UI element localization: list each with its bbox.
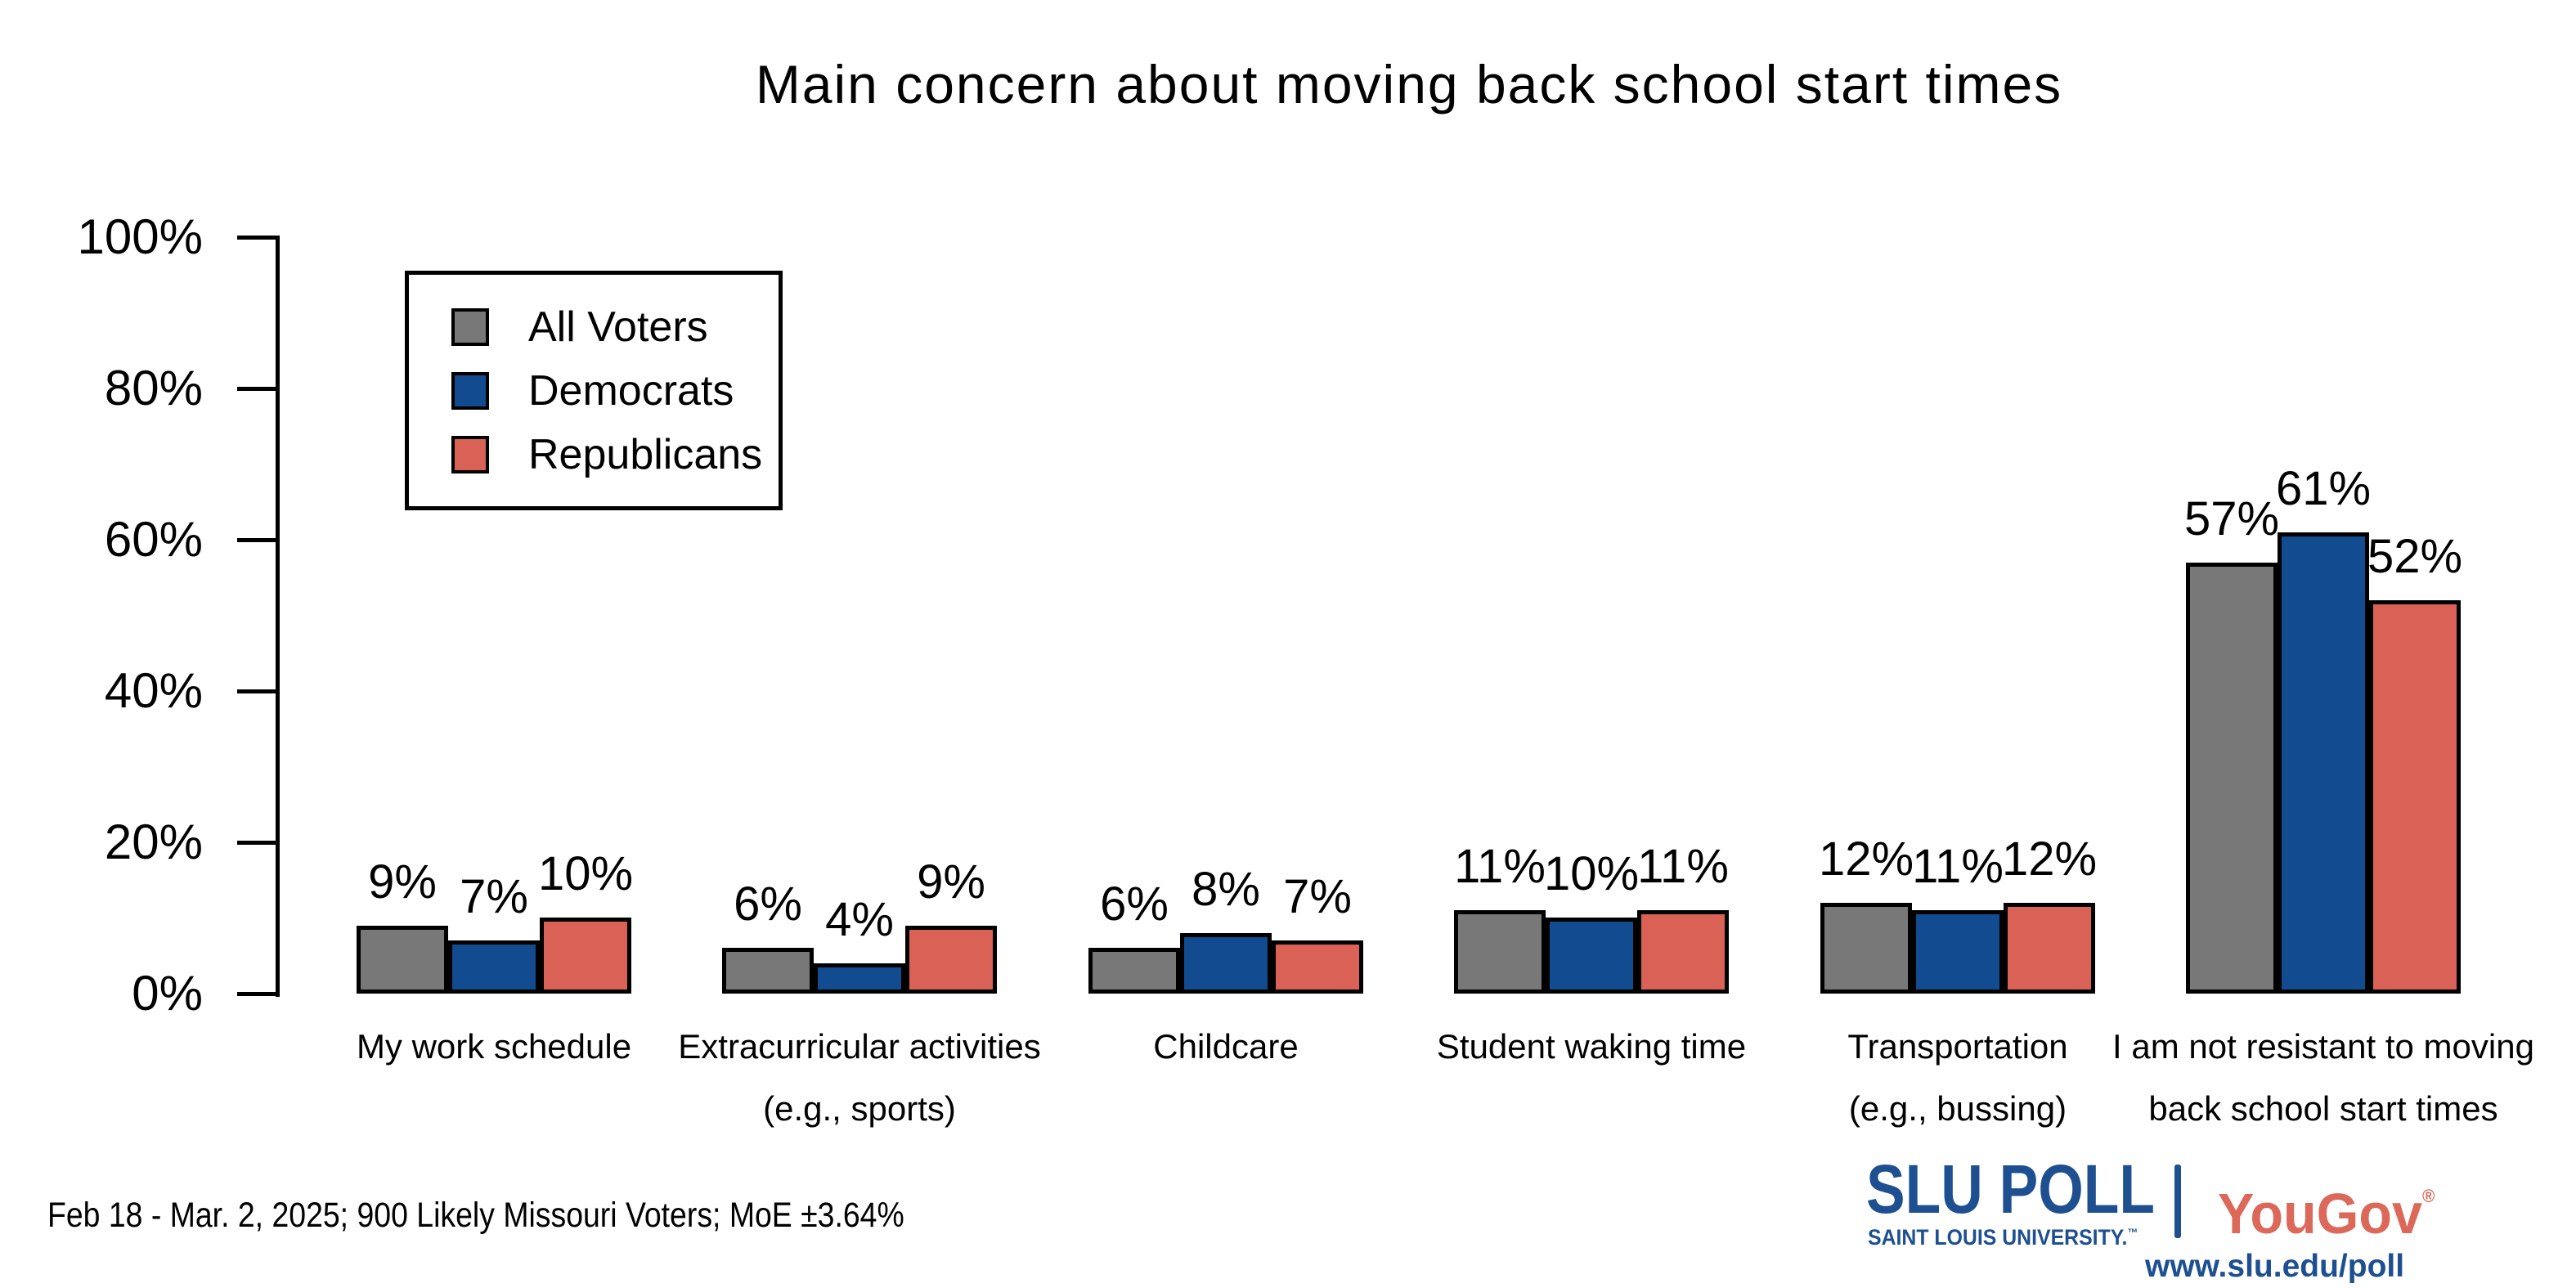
bar-republicans-i-am-not-resistant-to-moving [2369, 600, 2461, 994]
bar-all-voters-transportation [1820, 903, 1912, 994]
y-axis-tick-60 [237, 538, 276, 542]
bar-democrats-my-work-schedule [448, 940, 540, 994]
category-label-childcare-line1: Childcare [1153, 1027, 1299, 1066]
y-axis-tick-label-20: 20% [104, 815, 203, 869]
category-label-extracurricular-activities-line2: (e.g., sports) [763, 1089, 956, 1128]
y-axis-tick-label-100: 100% [77, 209, 203, 264]
y-axis-tick-label-60: 60% [104, 512, 203, 567]
bar-value-label-all-voters-transportation: 12% [1818, 832, 1914, 886]
slu-poll-logo: SLU POLL [1866, 1155, 2155, 1223]
legend-item-all-voters: All Voters [451, 306, 779, 348]
bar-value-label-democrats-my-work-schedule: 7% [460, 870, 528, 923]
bar-value-label-all-voters-my-work-schedule: 9% [368, 855, 437, 909]
y-axis-tick-40 [237, 689, 276, 693]
bar-value-label-democrats-extracurricular-activities: 4% [825, 893, 894, 946]
bar-all-voters-my-work-schedule [357, 926, 448, 994]
bar-value-label-republicans-my-work-schedule: 10% [537, 847, 634, 900]
poll-wordmark: POLL [1999, 1151, 2156, 1227]
legend: All Voters Democrats Republicans [405, 271, 783, 510]
bar-all-voters-childcare [1088, 948, 1180, 994]
legend-item-democrats: Democrats [451, 370, 779, 412]
bar-value-label-democrats-student-waking-time: 10% [1543, 847, 1640, 900]
category-label-extracurricular-activities-line1: Extracurricular activities [678, 1027, 1041, 1066]
category-label-i-am-not-resistant-to-moving-line1: I am not resistant to moving [2112, 1027, 2534, 1066]
bar-value-label-republicans-student-waking-time: 11% [1637, 840, 1729, 893]
bar-democrats-childcare [1180, 933, 1272, 994]
bar-all-voters-extracurricular-activities [722, 948, 814, 994]
bar-democrats-i-am-not-resistant-to-moving [2278, 532, 2369, 994]
bar-value-label-republicans-i-am-not-resistant-to-moving: 52% [2367, 530, 2463, 583]
bar-value-label-all-voters-i-am-not-resistant-to-moving: 57% [2183, 492, 2280, 545]
category-label-transportation-line2: (e.g., bussing) [1848, 1089, 2067, 1128]
bar-democrats-transportation [1912, 910, 2004, 994]
y-axis-tick-80 [237, 387, 276, 391]
category-label-my-work-schedule-line1: My work schedule [356, 1027, 632, 1066]
bar-value-label-democrats-childcare: 8% [1192, 863, 1260, 916]
saint-louis-university-text: SAINT LOUIS UNIVERSITY. [1868, 1225, 2128, 1250]
bar-value-label-republicans-extracurricular-activities: 9% [917, 855, 985, 909]
bar-value-label-all-voters-student-waking-time: 11% [1454, 840, 1546, 893]
legend-item-republicans: Republicans [451, 433, 779, 476]
bar-value-label-democrats-i-am-not-resistant-to-moving: 61% [2275, 462, 2372, 515]
bar-democrats-student-waking-time [1546, 918, 1637, 994]
registered-mark: ® [2421, 1186, 2435, 1206]
bar-democrats-extracurricular-activities [814, 963, 905, 994]
y-axis-tick-0 [237, 992, 276, 996]
trademark-mark: ™ [2127, 1226, 2138, 1239]
bar-republicans-transportation [2004, 903, 2095, 994]
saint-louis-university-label: SAINT LOUIS UNIVERSITY.™ [1868, 1221, 2138, 1249]
slu-poll-url: www.slu.edu/poll [2145, 1249, 2405, 1284]
bar-value-label-democrats-transportation: 11% [1912, 840, 2004, 893]
chart-title: Main concern about moving back school st… [755, 54, 2063, 114]
y-axis-line [276, 236, 280, 997]
bar-republicans-extracurricular-activities [905, 926, 997, 994]
bar-value-label-all-voters-childcare: 6% [1100, 877, 1169, 931]
yougov-wordmark: YouGov [2218, 1182, 2422, 1245]
y-axis-tick-label-0: 0% [132, 966, 203, 1021]
legend-label-republicans: Republicans [528, 430, 763, 478]
legend-label-all-voters: All Voters [528, 303, 708, 351]
y-axis-tick-label-40: 40% [104, 663, 203, 718]
bar-republicans-childcare [1272, 940, 1363, 994]
category-label-student-waking-time-line1: Student waking time [1436, 1027, 1747, 1066]
legend-label-democrats: Democrats [528, 366, 734, 415]
category-label-transportation-line1: Transportation [1847, 1027, 2068, 1066]
y-axis-tick-label-80: 80% [104, 361, 203, 415]
bar-value-label-republicans-transportation: 12% [2001, 832, 2098, 886]
bar-republicans-my-work-schedule [540, 918, 631, 994]
brand-divider-bar [2174, 1165, 2181, 1238]
bar-all-voters-student-waking-time [1454, 910, 1546, 994]
legend-swatch-democrats [451, 371, 489, 410]
bar-value-label-republicans-childcare: 7% [1283, 870, 1352, 923]
footnote: Feb 18 - Mar. 2, 2025; 900 Likely Missou… [47, 1196, 904, 1235]
slu-wordmark: SLU [1866, 1151, 1983, 1227]
yougov-logo: YouGov® [2218, 1168, 2435, 1242]
y-axis-tick-20 [237, 841, 276, 845]
bar-value-label-all-voters-extracurricular-activities: 6% [734, 877, 802, 931]
legend-swatch-all-voters [451, 307, 489, 346]
bar-republicans-student-waking-time [1637, 910, 1729, 994]
y-axis-tick-100 [237, 236, 276, 240]
category-label-i-am-not-resistant-to-moving-line2: back school start times [2148, 1089, 2498, 1128]
legend-swatch-republicans [451, 435, 489, 473]
bar-all-voters-i-am-not-resistant-to-moving [2186, 563, 2278, 994]
